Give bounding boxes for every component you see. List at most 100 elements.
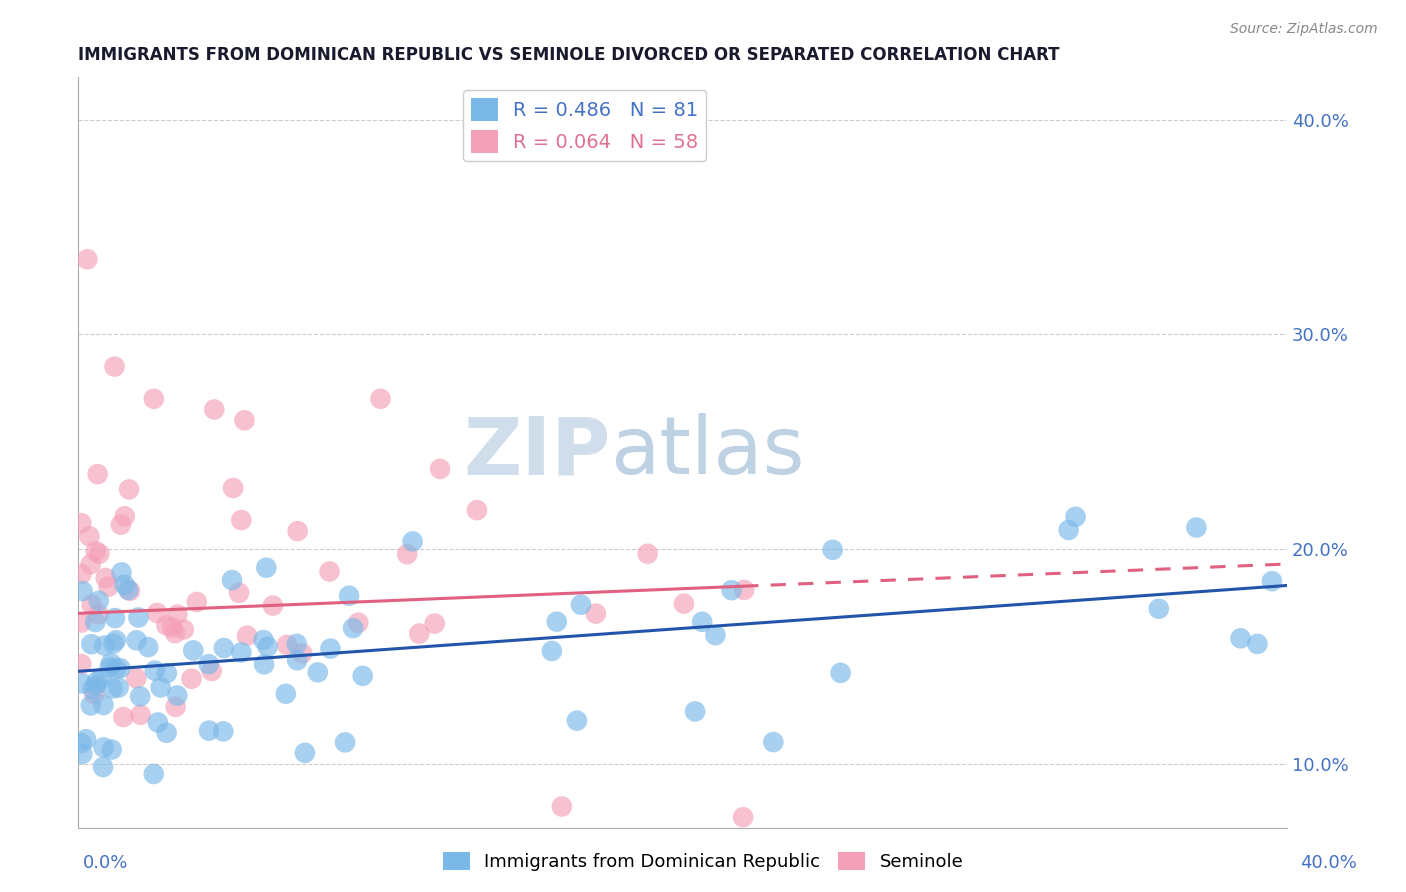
Point bbox=[87, 594, 110, 608]
Point bbox=[79, 529, 101, 543]
Point bbox=[104, 633, 127, 648]
Point bbox=[127, 610, 149, 624]
Point bbox=[86, 674, 108, 689]
Point bbox=[110, 661, 132, 675]
Point bbox=[821, 542, 844, 557]
Point bbox=[155, 725, 177, 739]
Point bbox=[222, 481, 245, 495]
Point bbox=[80, 698, 103, 713]
Point bbox=[84, 615, 107, 629]
Point bbox=[252, 633, 274, 648]
Point bbox=[107, 681, 129, 695]
Point bbox=[285, 653, 308, 667]
Point bbox=[100, 656, 122, 670]
Point bbox=[84, 679, 107, 693]
Point bbox=[72, 747, 94, 761]
Point bbox=[294, 746, 316, 760]
Point bbox=[72, 584, 94, 599]
Point bbox=[125, 633, 148, 648]
Point bbox=[762, 735, 785, 749]
Point bbox=[89, 547, 111, 561]
Point bbox=[100, 742, 122, 756]
Point bbox=[236, 629, 259, 643]
Point bbox=[117, 582, 139, 597]
Point bbox=[142, 392, 165, 406]
Point bbox=[1229, 632, 1251, 646]
Point bbox=[86, 467, 108, 482]
Point bbox=[347, 615, 370, 630]
Point bbox=[76, 252, 98, 267]
Point bbox=[307, 665, 329, 680]
Point bbox=[551, 799, 574, 814]
Point bbox=[202, 402, 225, 417]
Point bbox=[110, 517, 132, 532]
Legend: Immigrants from Dominican Republic, Seminole: Immigrants from Dominican Republic, Semi… bbox=[436, 845, 970, 879]
Point bbox=[70, 567, 93, 582]
Point bbox=[233, 413, 256, 427]
Point bbox=[256, 640, 278, 654]
Point bbox=[231, 513, 253, 527]
Point bbox=[98, 660, 121, 674]
Point bbox=[160, 620, 183, 634]
Point bbox=[429, 462, 451, 476]
Point bbox=[103, 359, 125, 374]
Point bbox=[87, 607, 110, 622]
Point bbox=[333, 735, 356, 749]
Point bbox=[319, 641, 342, 656]
Point bbox=[408, 626, 430, 640]
Point bbox=[118, 483, 141, 497]
Point bbox=[180, 672, 202, 686]
Point bbox=[75, 732, 97, 747]
Point bbox=[733, 810, 755, 824]
Point bbox=[274, 687, 297, 701]
Text: 0.0%: 0.0% bbox=[83, 855, 128, 872]
Point bbox=[91, 671, 114, 685]
Text: IMMIGRANTS FROM DOMINICAN REPUBLIC VS SEMINOLE DIVORCED OR SEPARATED CORRELATION: IMMIGRANTS FROM DOMINICAN REPUBLIC VS SE… bbox=[79, 46, 1060, 64]
Point bbox=[318, 565, 340, 579]
Point bbox=[285, 637, 308, 651]
Point bbox=[93, 740, 115, 755]
Point bbox=[136, 640, 159, 654]
Point bbox=[212, 724, 235, 739]
Point bbox=[105, 662, 128, 676]
Point bbox=[110, 566, 132, 580]
Point bbox=[733, 582, 755, 597]
Point bbox=[70, 676, 93, 690]
Point bbox=[569, 598, 592, 612]
Point bbox=[221, 573, 243, 587]
Point bbox=[1064, 509, 1087, 524]
Point bbox=[423, 616, 446, 631]
Point bbox=[1185, 520, 1208, 534]
Point bbox=[546, 615, 568, 629]
Point bbox=[253, 657, 276, 672]
Point bbox=[149, 681, 172, 695]
Point bbox=[370, 392, 392, 406]
Point bbox=[228, 586, 250, 600]
Point bbox=[401, 534, 423, 549]
Point bbox=[231, 645, 253, 659]
Point bbox=[143, 664, 166, 678]
Point bbox=[637, 547, 659, 561]
Point bbox=[79, 558, 101, 572]
Point bbox=[585, 607, 607, 621]
Point bbox=[93, 698, 115, 712]
Point bbox=[291, 647, 314, 661]
Point bbox=[342, 621, 364, 635]
Point bbox=[173, 623, 195, 637]
Text: 40.0%: 40.0% bbox=[1301, 855, 1357, 872]
Point bbox=[94, 571, 117, 585]
Point bbox=[155, 618, 177, 632]
Point bbox=[163, 626, 186, 640]
Point bbox=[198, 723, 221, 738]
Point bbox=[186, 595, 208, 609]
Point bbox=[262, 599, 284, 613]
Point bbox=[112, 710, 135, 724]
Point bbox=[70, 657, 93, 671]
Point bbox=[1246, 637, 1268, 651]
Point bbox=[565, 714, 588, 728]
Point bbox=[672, 597, 695, 611]
Point bbox=[541, 644, 564, 658]
Point bbox=[82, 681, 104, 696]
Point bbox=[352, 669, 374, 683]
Point bbox=[129, 707, 152, 722]
